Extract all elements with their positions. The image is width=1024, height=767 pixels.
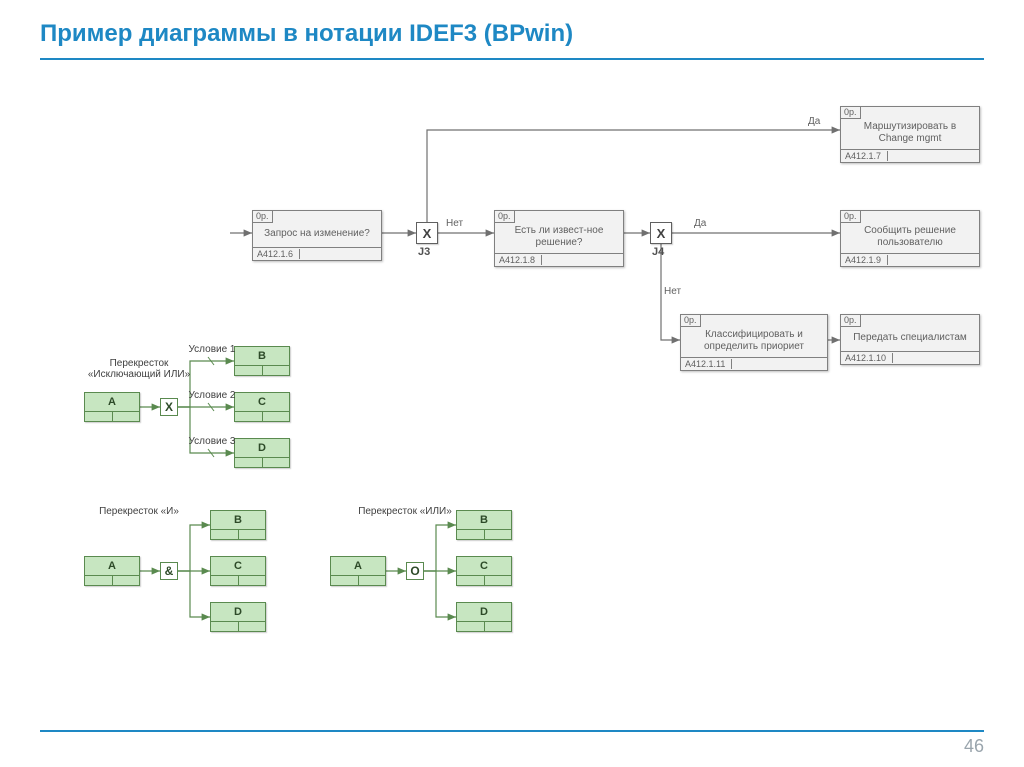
legend-junction: & <box>160 562 178 580</box>
legend-box-C: C <box>456 556 512 586</box>
uob-A412.1.11: 0р.Классифицировать и определить приорие… <box>680 314 828 371</box>
uob-text: Маршутизировать в Change mgmt <box>841 107 979 149</box>
legend-box-B: B <box>210 510 266 540</box>
uob-tag: 0р. <box>495 211 515 223</box>
uob-ref: A412.1.8 <box>495 253 623 266</box>
edge-label-2: Нет <box>664 286 681 297</box>
uob-text: Передать специалистам <box>841 315 979 351</box>
legend-box-D: D <box>456 602 512 632</box>
uob-A412.1.8: 0р.Есть ли извест-ное решение?A412.1.8 <box>494 210 624 267</box>
uob-ref: A412.1.9 <box>841 253 979 266</box>
legend-label: Перекресток «И» <box>84 506 194 517</box>
edge-label-0: Нет <box>446 218 463 229</box>
junction-J4: X <box>650 222 672 244</box>
legend-label: Перекресток «ИЛИ» <box>350 506 460 517</box>
uob-tag: 0р. <box>681 315 701 327</box>
uob-tag: 0р. <box>841 107 861 119</box>
uob-ref: A412.1.7 <box>841 149 979 162</box>
edge-label-3: Да <box>808 116 820 127</box>
legend-box-A: A <box>84 556 140 586</box>
junction-label-J4: J4 <box>652 246 664 258</box>
uob-tag: 0р. <box>841 211 861 223</box>
title-underline <box>40 58 984 60</box>
uob-ref: A412.1.11 <box>681 357 827 370</box>
arrows-layer <box>0 70 1024 700</box>
uob-tag: 0р. <box>841 315 861 327</box>
uob-tag: 0р. <box>253 211 273 223</box>
junction-J3: X <box>416 222 438 244</box>
legend-label: Условие 1 <box>186 344 238 355</box>
junction-label-J3: J3 <box>418 246 430 258</box>
uob-A412.1.9: 0р.Сообщить решение пользователюA412.1.9 <box>840 210 980 267</box>
legend-junction: X <box>160 398 178 416</box>
legend-box-B: B <box>234 346 290 376</box>
legend-label: Условие 3 <box>186 436 238 447</box>
legend-box-A: A <box>330 556 386 586</box>
diagram-canvas: 0р.Запрос на изменение?A412.1.6 0р.Есть л… <box>0 70 1024 700</box>
uob-A412.1.6: 0р.Запрос на изменение?A412.1.6 <box>252 210 382 261</box>
edge-label-1: Да <box>694 218 706 229</box>
uob-A412.1.7: 0р.Маршутизировать в Change mgmtA412.1.7 <box>840 106 980 163</box>
uob-ref: A412.1.10 <box>841 351 979 364</box>
legend-box-C: C <box>234 392 290 422</box>
page-title: Пример диаграммы в нотации IDEF3 (BPwin) <box>0 0 1024 58</box>
legend-box-D: D <box>234 438 290 468</box>
footer: 46 <box>40 730 984 757</box>
legend-box-D: D <box>210 602 266 632</box>
page-number: 46 <box>964 736 984 756</box>
legend-label: Условие 2 <box>186 390 238 401</box>
legend-box-B: B <box>456 510 512 540</box>
legend-junction: O <box>406 562 424 580</box>
uob-ref: A412.1.6 <box>253 247 381 260</box>
legend-box-C: C <box>210 556 266 586</box>
legend-box-A: A <box>84 392 140 422</box>
legend-label: Перекресток «Исключающий ИЛИ» <box>84 358 194 380</box>
uob-text: Сообщить решение пользователю <box>841 211 979 253</box>
uob-A412.1.10: 0р.Передать специалистамA412.1.10 <box>840 314 980 365</box>
uob-text: Классифицировать и определить приориет <box>681 315 827 357</box>
